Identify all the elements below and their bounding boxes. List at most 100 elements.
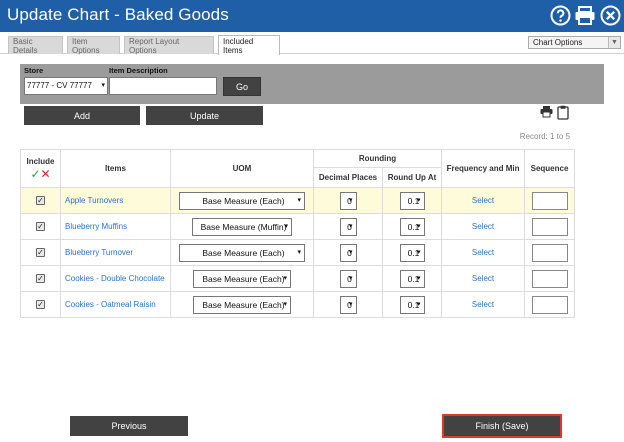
title-bar: Update Chart - Baked Goods (0, 0, 624, 32)
chevron-down-icon: ▾ (297, 196, 301, 204)
add-button[interactable]: Add (24, 106, 140, 125)
uom-select[interactable]: Base Measure (Muffin) ▾ (192, 217, 292, 236)
include-checkbox[interactable]: ✓ (36, 196, 45, 205)
item-link[interactable]: Blueberry Turnover (65, 248, 134, 257)
frequency-select-link[interactable]: Select (441, 213, 526, 240)
tab-included-items[interactable]: Included Items (218, 35, 280, 55)
sequence-header: Sequence (524, 149, 576, 188)
include-checkbox[interactable]: ✓ (36, 274, 45, 283)
round-up-select[interactable]: 0.1 ▾ (399, 295, 425, 314)
chevron-down-icon: ▾ (297, 248, 301, 256)
include-checkbox[interactable]: ✓ (36, 222, 45, 231)
tab-basic-details[interactable]: Basic Details (8, 36, 63, 55)
frequency-header: Frequency and Min (441, 149, 526, 188)
decimal-value: 0 (347, 221, 352, 232)
chevron-down-icon: ▾ (348, 274, 353, 282)
frequency-select-link[interactable]: Select (441, 265, 526, 292)
update-button[interactable]: Update (146, 106, 263, 125)
uom-select[interactable]: Base Measure (Each) ▾ (193, 295, 291, 314)
sequence-input[interactable] (531, 191, 568, 210)
decimal-places-select[interactable]: 0 ▾ (339, 269, 357, 288)
round-up-select[interactable]: 0.1 ▾ (399, 269, 425, 288)
included-items-table: Include ✓✕ Items UOM Rounding Frequency … (20, 149, 576, 318)
items-header: Items (60, 149, 171, 188)
chevron-down-icon: ▾ (101, 82, 105, 89)
frequency-select-link[interactable]: Select (441, 239, 526, 266)
uom-select[interactable]: Base Measure (Each) ▾ (179, 243, 305, 262)
round-up-value: 0.1 (407, 299, 420, 310)
sequence-input[interactable] (531, 217, 568, 236)
chevron-down-icon: ▾ (348, 248, 353, 256)
finish-save-button[interactable]: Finish (Save) (442, 414, 562, 438)
window-title: Update Chart - Baked Goods (7, 5, 229, 24)
include-header: Include ✓✕ (20, 149, 61, 188)
previous-button[interactable]: Previous (70, 416, 188, 436)
round-up-select[interactable]: 0.1 ▾ (399, 217, 425, 236)
uom-value: Base Measure (Muffin) (200, 221, 287, 232)
item-description-input[interactable] (109, 77, 217, 95)
uom-header: UOM (170, 149, 314, 188)
check-icon: ✓ (37, 273, 44, 283)
uncheck-all-icon[interactable]: ✕ (40, 166, 51, 181)
chevron-down-icon: ▾ (416, 300, 421, 308)
print-icon[interactable] (540, 105, 553, 122)
include-checkbox[interactable]: ✓ (36, 300, 45, 309)
chevron-down-icon: ▾ (416, 222, 421, 230)
uom-select[interactable]: Base Measure (Each) ▾ (193, 269, 291, 288)
uom-value: Base Measure (Each) (202, 195, 285, 206)
table-row: ✓ Blueberry Turnover Base Measure (Each)… (20, 239, 576, 266)
table-row: ✓ Cookies - Oatmeal Raisin Base Measure … (20, 291, 576, 318)
chevron-down-icon: ▾ (283, 274, 287, 282)
check-icon: ✓ (37, 299, 44, 309)
go-button[interactable]: Go (223, 77, 261, 96)
decimal-places-select[interactable]: 0 ▾ (339, 191, 357, 210)
decimal-value: 0 (347, 299, 352, 310)
print-icon[interactable] (574, 4, 596, 26)
tab-item-options[interactable]: Item Options (67, 36, 120, 55)
check-icon: ✓ (37, 247, 44, 257)
help-icon[interactable] (549, 4, 571, 26)
tab-report-layout-options[interactable]: Report Layout Options (124, 36, 214, 55)
chevron-down-icon: ▾ (416, 248, 421, 256)
check-icon: ✓ (37, 221, 44, 231)
item-description-label: Item Description (109, 66, 168, 75)
decimal-places-select[interactable]: 0 ▾ (339, 295, 357, 314)
table-row: ✓ Cookies - Double Chocolate Base Measur… (20, 265, 576, 292)
item-link[interactable]: Cookies - Oatmeal Raisin (65, 300, 156, 309)
clipboard-icon[interactable] (557, 105, 569, 122)
chevron-down-icon: ▾ (348, 196, 353, 204)
round-up-value: 0.1 (407, 247, 420, 258)
uom-select[interactable]: Base Measure (Each) ▾ (179, 191, 305, 210)
frequency-select-link[interactable]: Select (441, 187, 526, 214)
round-up-select[interactable]: 0.1 ▾ (399, 243, 425, 262)
decimal-value: 0 (347, 247, 352, 258)
frequency-select-link[interactable]: Select (441, 291, 526, 318)
decimal-value: 0 (347, 273, 352, 284)
table-row: ✓ Apple Turnovers Base Measure (Each) ▾ 0… (20, 187, 576, 214)
chevron-down-icon: ▾ (348, 222, 353, 230)
check-icon: ✓ (37, 195, 44, 205)
record-count: Record: 1 to 5 (519, 132, 570, 141)
close-icon[interactable] (599, 4, 621, 26)
decimal-places-select[interactable]: 0 ▾ (339, 217, 357, 236)
item-link[interactable]: Cookies - Double Chocolate (65, 274, 165, 283)
item-link[interactable]: Apple Turnovers (65, 196, 124, 205)
store-value: 77777 - CV 77777 (27, 81, 92, 90)
store-select[interactable]: 77777 - CV 77777 ▾ (24, 77, 108, 95)
filter-bar: Store 77777 - CV 77777 ▾ Item Descriptio… (20, 64, 604, 104)
sequence-input[interactable] (531, 243, 568, 262)
item-link[interactable]: Blueberry Muffins (65, 222, 128, 231)
include-checkbox[interactable]: ✓ (36, 248, 45, 257)
uom-value: Base Measure (Each) (202, 247, 285, 258)
chart-options-value: Chart Options (533, 38, 583, 47)
chevron-down-icon: ▾ (416, 196, 421, 204)
check-all-icon[interactable]: ✓ (30, 166, 41, 181)
decimal-places-select[interactable]: 0 ▾ (339, 243, 357, 262)
sequence-input[interactable] (531, 269, 568, 288)
decimal-value: 0 (347, 195, 352, 206)
round-up-select[interactable]: 0.1 ▾ (399, 191, 425, 210)
chart-options-select[interactable]: Chart Options ▼ (528, 36, 621, 49)
round-up-value: 0.1 (407, 221, 420, 232)
round-up-at-header: Round Up At (381, 167, 443, 188)
sequence-input[interactable] (531, 295, 568, 314)
